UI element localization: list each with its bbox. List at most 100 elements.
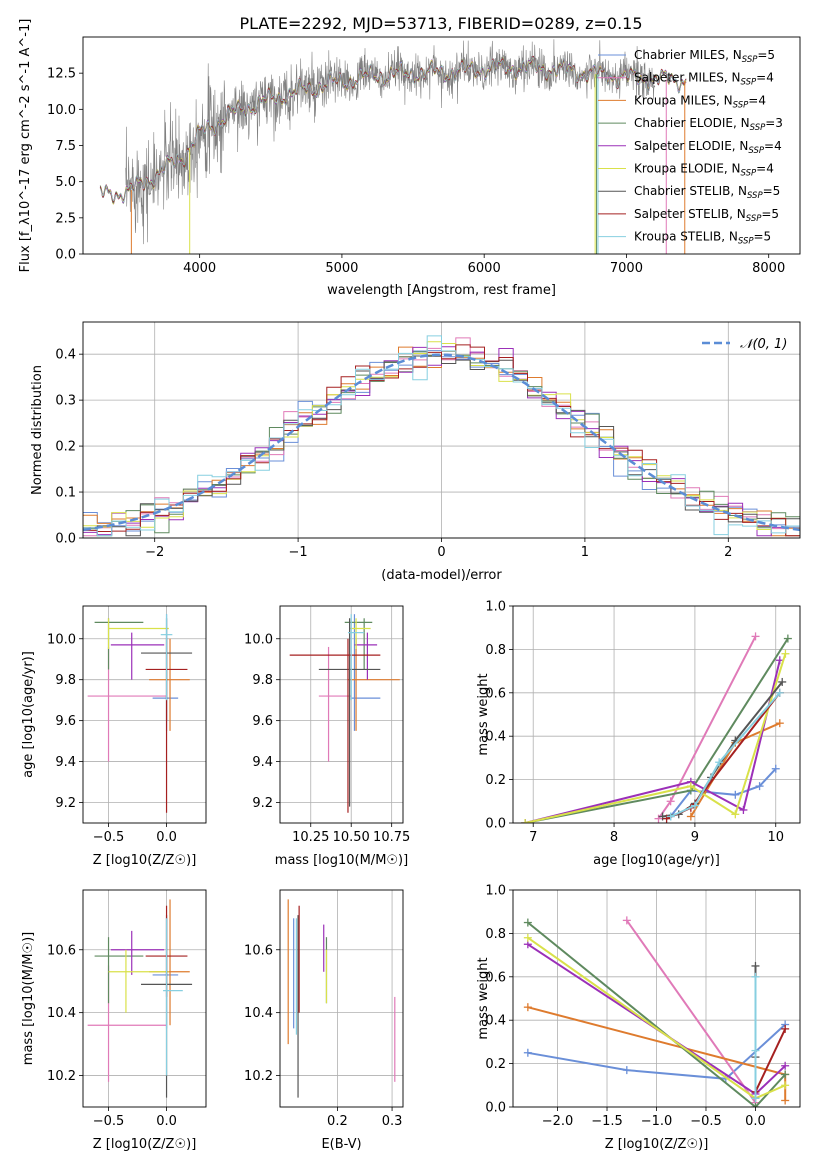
y-tick-label: 9.6 [252, 714, 273, 729]
errorbar-s4 [110, 632, 165, 680]
x-tick-label: −0.5 [690, 1114, 722, 1129]
x-tick-label: 2 [724, 545, 732, 560]
plots-layer: 4000 5000 6000 7000 80000.02.55.07.510.012.5… [18, 19, 801, 1152]
y-tick-label: 9.6 [55, 714, 76, 729]
legend-count: =4 [764, 139, 782, 153]
gaussian-curve [83, 353, 800, 532]
mass_vs_Z-frame [82, 889, 207, 1108]
y-tick-label: 10.0 [244, 632, 273, 647]
spectrum-axes: 4000 5000 6000 7000 8000 0.0 2.5 5.0 7.5 10.0 12.5 [47, 67, 785, 276]
y-tick-label: 9.8 [55, 673, 76, 688]
y-tick-label: 0.0 [485, 817, 506, 832]
legend-subscript: SSP [738, 237, 754, 247]
mass_weight_vs_Z-ylabel: mass weight [476, 957, 491, 1039]
legend-subscript: SSP [742, 55, 758, 65]
y-tick-label: 9.4 [252, 755, 273, 770]
y-tick-label: 10.2 [47, 1069, 76, 1084]
errorbar-s2 [347, 638, 400, 731]
y-tick-label: 9.2 [252, 796, 273, 811]
x-tick-label: 9 [691, 830, 699, 845]
errorbar-s5 [349, 618, 371, 649]
errorbar-s4 [354, 632, 378, 680]
series-line [524, 660, 781, 823]
legend-entry: Salpeter MILES, NSSP=4 [634, 71, 774, 88]
y-tick-label: 12.5 [47, 67, 76, 82]
errorbar-s8 [163, 918, 183, 1076]
y-tick-label: 0.2 [485, 773, 506, 788]
y-tick-label: 1.0 [485, 600, 506, 615]
legend-subscript: SSP [733, 100, 749, 110]
mass_vs_ebv-axes: 0.2 0.3 10.2 10.4 10.6 [244, 890, 403, 1129]
y-tick-label: 0.1 [55, 486, 76, 501]
errorbar-s4 [110, 930, 165, 975]
x-tick-label: 1 [581, 545, 589, 560]
series-s8 [666, 688, 784, 821]
x-tick-label: 0 [437, 545, 445, 560]
y-tick-label: 0.6 [485, 970, 506, 985]
x-tick-label: 7 [529, 830, 537, 845]
errorbar-s5 [108, 949, 169, 1013]
y-tick-label: 0.4 [55, 348, 76, 363]
mass_weight_vs_Z-axes: −2.0 −1.5 −1.0 −0.5 0.0 0.0 0.2 0.4 0.6 0.8 1.0 [485, 884, 800, 1129]
residuals-frame [82, 321, 801, 539]
x-tick-label: 10.25 [292, 830, 329, 845]
errorbar-s3 [94, 937, 144, 1004]
model-line-s8 [99, 56, 687, 203]
legend-entry: Salpeter ELODIE, NSSP=4 [634, 139, 782, 156]
x-tick-label: 0.0 [156, 830, 177, 845]
x-tick-label: −1.0 [641, 1114, 673, 1129]
mass_vs_Z-xlabel: Z [log10(Z/Z☉)] [93, 1137, 197, 1152]
residuals-ylabel: Normed distribution [30, 365, 45, 495]
legend-subscript: SSP [750, 123, 766, 133]
series-s3 [523, 918, 790, 1107]
series-line [527, 921, 786, 1107]
legend-count: =5 [761, 207, 779, 221]
x-tick-label: 4000 [183, 261, 216, 276]
errorbar-s6 [318, 618, 381, 807]
series-line [524, 653, 787, 823]
age_vs_Z-xlabel: Z [log10(Z/Z☉)] [93, 853, 197, 868]
y-tick-label: 10.6 [47, 943, 76, 958]
x-tick-label: −2.0 [542, 1114, 574, 1129]
y-tick-label: 0.0 [485, 1101, 506, 1116]
x-tick-label: 0.0 [156, 1114, 177, 1129]
y-tick-label: 10.4 [47, 1006, 76, 1021]
legend-entry: Chabrier ELODIE, NSSP=3 [634, 116, 783, 133]
series-s4 [521, 656, 784, 823]
legend-label: Salpeter MILES, N [634, 71, 741, 85]
x-tick-label: 10.50 [333, 830, 370, 845]
x-tick-label: 0.0 [745, 1114, 766, 1129]
legend-count: =5 [757, 48, 775, 62]
x-tick-label: −2 [145, 545, 164, 560]
legend-label: Chabrier ELODIE, N [634, 116, 750, 130]
legend-entry: Chabrier MILES, NSSP=5 [634, 48, 775, 65]
legend-entry: Kroupa MILES, NSSP=4 [634, 93, 766, 110]
y-tick-label: 5.0 [55, 175, 76, 190]
legend-label: Kroupa STELIB, N [634, 230, 738, 244]
x-tick-label: 8 [610, 830, 618, 845]
x-tick-label: 0.2 [327, 1114, 348, 1129]
x-tick-label: −0.5 [93, 1114, 125, 1129]
y-tick-label: 2.5 [55, 211, 76, 226]
legend-entry: Kroupa ELODIE, NSSP=4 [634, 162, 774, 179]
mass_weight_vs_Z-xlabel: Z [log10(Z/Z☉)] [605, 1137, 709, 1152]
errorbar-s5 [107, 618, 169, 649]
legend-subscript: SSP [746, 214, 762, 224]
age_vs_Z-ylabel: age [log10(age/yr)] [21, 651, 36, 778]
figure-title: PLATE=2292, MJD=53713, FIBERID=0289, z=0… [239, 14, 642, 33]
y-tick-label: 10.2 [244, 1069, 273, 1084]
legend-subscript: SSP [741, 78, 757, 88]
errorbar-s2 [149, 638, 190, 731]
legend-count: =5 [754, 230, 772, 244]
y-tick-label: 0.4 [485, 730, 506, 745]
age_vs_mass-xlabel: mass [log10(M/M☉)] [275, 853, 408, 868]
y-tick-label: 0.0 [55, 532, 76, 547]
x-tick-label: 10 [767, 830, 784, 845]
legend-subscript: SSP [741, 169, 757, 179]
x-tick-label: 5000 [325, 261, 358, 276]
legend-count: =4 [756, 71, 774, 85]
y-tick-label: 9.4 [55, 755, 76, 770]
legend-entry: Kroupa STELIB, NSSP=5 [634, 230, 771, 247]
y-tick-label: 1.0 [485, 884, 506, 899]
